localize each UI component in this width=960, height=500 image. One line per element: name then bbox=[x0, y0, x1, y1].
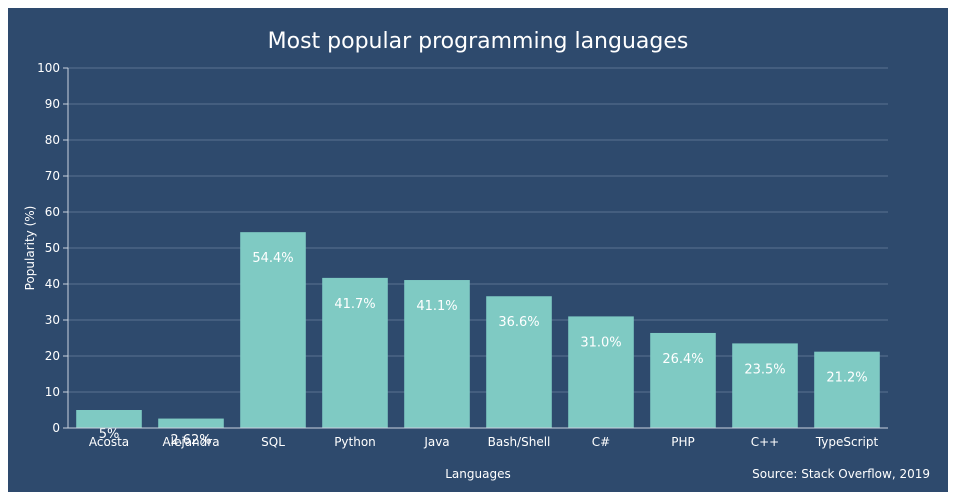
bar-chart: Most popular programming languages 5% 2.6… bbox=[23, 29, 930, 481]
bar-value-label: 21.2% bbox=[826, 371, 867, 386]
y-tick-label: 50 bbox=[45, 241, 60, 255]
bar-value-label: 54.4% bbox=[252, 251, 293, 266]
source-note: Source: Stack Overflow, 2019 bbox=[752, 467, 930, 481]
bar bbox=[158, 418, 224, 428]
bar-value-label: 5% bbox=[99, 427, 120, 442]
bar-value-label: 36.6% bbox=[498, 315, 539, 330]
bar bbox=[568, 316, 634, 428]
y-tick-label: 40 bbox=[45, 277, 60, 291]
bar bbox=[486, 296, 552, 428]
x-tick-label: C++ bbox=[751, 435, 780, 449]
x-tick-label: Java bbox=[423, 435, 449, 449]
chart-frame: Most popular programming languages 5% 2.6… bbox=[8, 8, 948, 492]
y-tick-label: 20 bbox=[45, 349, 60, 363]
x-tick-label: Acosta bbox=[89, 435, 129, 449]
bar bbox=[404, 280, 470, 428]
x-tick-label: TypeScript bbox=[815, 435, 879, 449]
bar-value-label: 41.1% bbox=[416, 299, 457, 314]
x-tick-label: Bash/Shell bbox=[488, 435, 551, 449]
bar bbox=[814, 351, 880, 428]
bar-value-label: 31.0% bbox=[580, 335, 621, 350]
bar bbox=[650, 332, 716, 428]
bar-value-label: 41.7% bbox=[334, 297, 375, 312]
bar bbox=[76, 410, 142, 428]
y-tick-label: 80 bbox=[45, 133, 60, 147]
y-tick-label: 60 bbox=[45, 205, 60, 219]
y-tick-label: 90 bbox=[45, 97, 60, 111]
bar bbox=[322, 277, 388, 428]
y-tick-label: 10 bbox=[45, 385, 60, 399]
x-tick-label: Alejandra bbox=[162, 435, 219, 449]
bar-layer: 5% 2.62% 54.4% 41.7% 41.1% 36.6% 31.0% 26.4% 23.… bbox=[76, 232, 880, 448]
y-tick-label: 70 bbox=[45, 169, 60, 183]
y-axis-title: Popularity (%) bbox=[23, 206, 37, 291]
y-tick-label: 30 bbox=[45, 313, 60, 327]
x-tick-label: SQL bbox=[261, 435, 285, 449]
x-tick-label: C# bbox=[592, 435, 610, 449]
bar bbox=[732, 343, 798, 428]
grid-layer bbox=[68, 67, 888, 393]
x-tick-label: Python bbox=[334, 435, 376, 449]
y-tick-label: 100 bbox=[37, 61, 60, 75]
chart-title: Most popular programming languages bbox=[268, 29, 689, 54]
y-tick-label: 0 bbox=[52, 421, 60, 435]
x-tick-label: PHP bbox=[671, 435, 695, 449]
bar bbox=[240, 232, 306, 428]
bar-value-label: 23.5% bbox=[744, 362, 785, 377]
x-axis-title: Languages bbox=[445, 467, 510, 481]
bar-value-label: 2.62% bbox=[170, 433, 211, 448]
tick-layer: 0 10 20 30 40 50 60 70 80 90 100 Acosta Alejandra SQL… bbox=[37, 61, 888, 449]
bar-value-label: 26.4% bbox=[662, 352, 703, 367]
